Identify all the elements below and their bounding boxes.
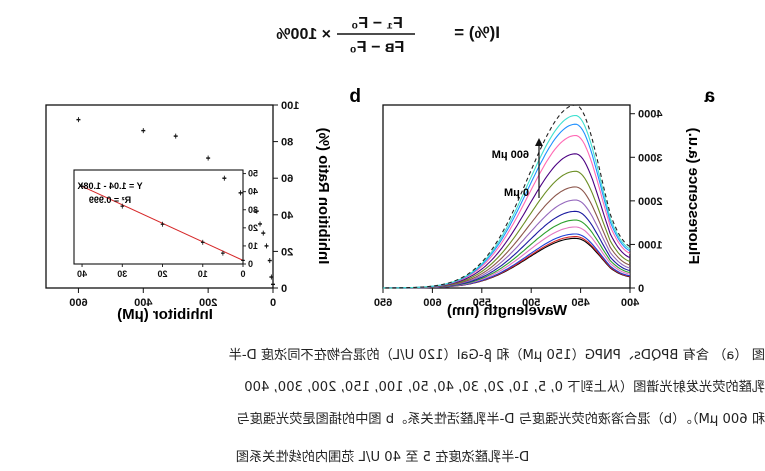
panel-b-ytick-label: 40: [281, 210, 293, 222]
inhibition-data-point: [271, 281, 275, 287]
inset-data-point: [160, 221, 165, 227]
inset-xtick-label: 10: [198, 269, 208, 279]
panel-a-ytick-label: 3000: [638, 152, 662, 164]
inhibition-data-point: [264, 243, 269, 249]
formula-numerator: F₁ − F₀: [351, 15, 403, 32]
inhibition-data-point: [222, 175, 227, 181]
panel-a-frame: [382, 104, 631, 289]
formula-denominator: Fʙ − F₀: [350, 39, 405, 56]
inset-frame: [73, 169, 244, 265]
panel-b-ytick-label: 0: [281, 283, 287, 295]
panel-b-xtick-label: 200: [199, 297, 217, 309]
inhibition-data-point: [141, 128, 146, 134]
panel-b-xlabel: Inhibitor (μM): [117, 306, 213, 323]
caption-line-4: D-半乳醛浓度在 5 至 40 U/L 范围内的线性关系图: [235, 450, 530, 465]
inhibition-data-point: [206, 155, 211, 161]
panel-b-xtick-label: 0: [270, 297, 276, 309]
formula-lhs: I(%) =: [454, 23, 500, 42]
panel-b-ylabel: Inhibition Ratio (%): [315, 128, 332, 265]
concentration-arrow: [535, 138, 543, 198]
caption-line-2: 乳醛的荧光发射光谱图（从上到下 0, 5, 10, 20, 30, 40, 50…: [244, 380, 765, 395]
panel-b-ytick-label: 60: [281, 173, 293, 185]
inset-data-point: [241, 257, 245, 263]
inset-xtick-label: 20: [158, 269, 168, 279]
inset-ytick-label: 30: [248, 205, 258, 215]
panel-b-ytick-label: 20: [281, 246, 293, 258]
panel-a-ytick-label: 0: [638, 283, 644, 295]
figure-canvas: I(%) = F₁ − F₀ Fʙ − F₀ × 100% a b 400450…: [45, 15, 715, 323]
inset-r-squared: R² = 0.999: [89, 195, 131, 205]
inhibition-data-point: [258, 221, 263, 227]
inset-data-point: [120, 203, 125, 209]
inset-fit-equation: Y = 1.04 - 1.08X: [77, 181, 142, 191]
inset-data-point: [80, 183, 84, 189]
inset-ytick-label: 10: [248, 241, 258, 251]
inhibition-data-point: [238, 190, 243, 196]
panel-a-xtick-label: 400: [621, 297, 639, 309]
panel-label-a: a: [704, 86, 715, 107]
inhibition-data-point: [261, 230, 266, 236]
panel-a-spectra-chart: 400 450 500 550 600 650 0 1000 2000 3000 4000 600 …: [374, 104, 702, 319]
annotation-600um: 600 μM: [492, 149, 529, 161]
spectrum-line: [383, 199, 631, 289]
inset-ytick-label: 20: [248, 223, 258, 233]
panel-a-xlabel: Wavelength (nm): [447, 302, 567, 319]
inhibition-data-point: [76, 117, 81, 123]
panel-a-ylabel: Fluorescence (a.u.): [685, 128, 702, 265]
inhibition-data-point: [269, 274, 274, 280]
inhibition-data-point: [254, 208, 259, 214]
spectrum-line: [383, 153, 631, 289]
inhibition-data-point: [267, 258, 272, 264]
inset-ytick-label: 0: [248, 259, 253, 269]
panel-b-xtick-label: 600: [69, 297, 87, 309]
inset-data-point: [200, 239, 205, 245]
panel-a-xtick-label: 450: [571, 297, 589, 309]
panel-a-xtick-label: 600: [423, 297, 441, 309]
spectrum-line: [383, 219, 631, 289]
panel-a-xtick-label: 550: [473, 297, 491, 309]
panel-label-b: b: [349, 86, 361, 107]
annotation-0um: 0 μM: [504, 187, 529, 199]
panel-b-frame: [45, 104, 274, 289]
spectrum-reference-line: [382, 104, 631, 289]
caption-line-1: 图 （a） 含有 BPQDs、PNPG（150 μM）和 β-Gal（120 U…: [228, 348, 765, 363]
inhibition-data-point: [173, 133, 178, 139]
linear-fit-inset: 0 10 20 30 40 0 10 20 30 40 50 Y = 1.04 - 1.08X R²…: [73, 169, 258, 279]
panel-b-ytick-label: 100: [281, 100, 299, 112]
inset-xtick-label: 40: [77, 269, 87, 279]
panel-b-ytick-label: 80: [281, 137, 293, 149]
panel-a-xtick-label: 500: [522, 297, 540, 309]
panel-a-ytick-label: 1000: [638, 239, 662, 251]
inhibition-formula: I(%) = F₁ − F₀ Fʙ − F₀ × 100%: [276, 15, 500, 56]
panel-a-ytick-label: 4000: [638, 109, 662, 121]
inset-ytick-label: 40: [248, 187, 258, 197]
inset-data-point: [221, 250, 225, 256]
formula-factor: × 100%: [276, 26, 331, 43]
panel-b-xtick-label: 400: [134, 297, 152, 309]
inset-xtick-label: 0: [240, 269, 245, 279]
inset-ytick-label: 50: [248, 169, 258, 179]
panel-a-ytick-label: 2000: [638, 196, 662, 208]
panel-a-xtick-label: 650: [374, 297, 392, 309]
spectrum-line: [383, 210, 631, 289]
caption-line-3: 和 600 μM）。（b）混合溶液的荧光强度与 D-半乳醛活性关系。b 图中的插…: [236, 412, 765, 427]
inset-xtick-label: 30: [117, 269, 127, 279]
spectrum-line: [383, 186, 631, 289]
